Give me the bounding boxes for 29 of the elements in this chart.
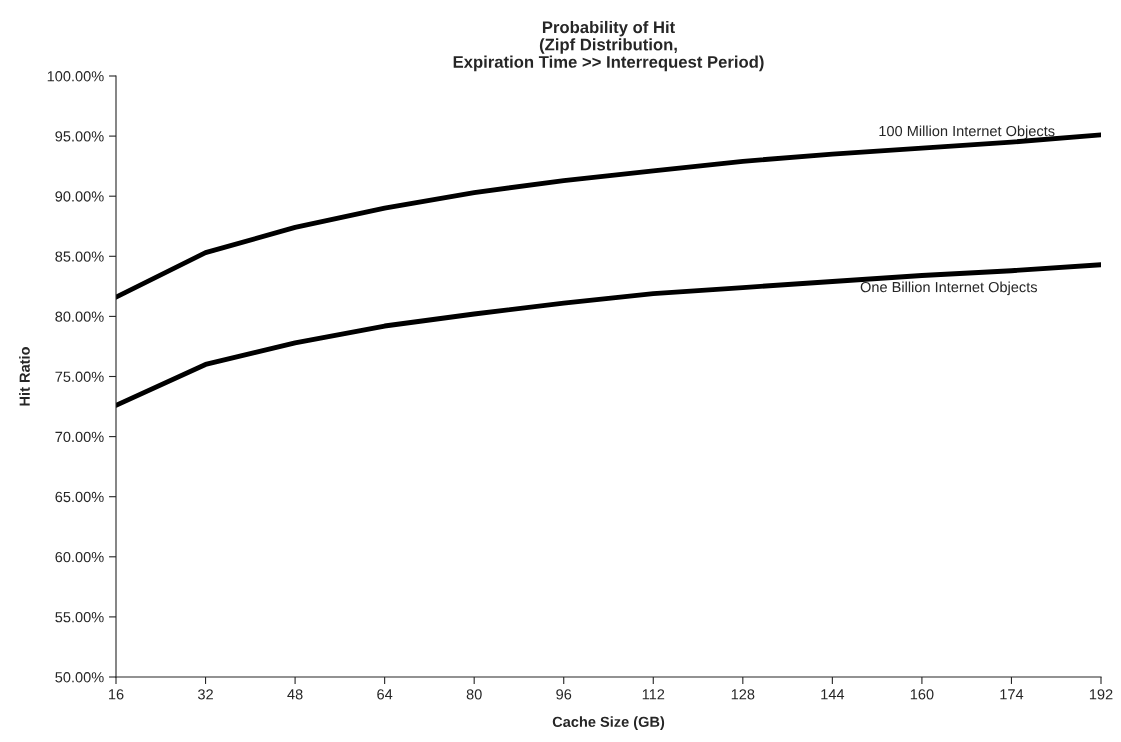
line-series bbox=[116, 262, 1101, 408]
x-tick-label: 16 bbox=[109, 689, 124, 700]
y-tick-label: 100.00% bbox=[47, 71, 104, 82]
y-tick-label: 50.00% bbox=[55, 672, 104, 683]
y-tick-label: 95.00% bbox=[55, 131, 104, 142]
x-tick-label: 128 bbox=[731, 689, 755, 700]
y-tick-label: 60.00% bbox=[55, 551, 104, 563]
y-tick-label: 90.00% bbox=[55, 191, 104, 202]
y-tick-label: 70.00% bbox=[55, 431, 104, 443]
x-axis-title: Cache Size (GB) bbox=[552, 716, 665, 730]
x-tick-label: 64 bbox=[377, 689, 393, 700]
x-tick-label: 160 bbox=[910, 689, 934, 700]
y-tick-label: 65.00% bbox=[55, 491, 104, 503]
series-label: One Billion Internet Objects bbox=[860, 281, 1038, 296]
x-tick-label: 174 bbox=[1000, 689, 1024, 700]
x-tick-label: 192 bbox=[1089, 689, 1113, 700]
y-tick-label: 55.00% bbox=[55, 612, 104, 623]
y-tick-label: 80.00% bbox=[55, 311, 104, 322]
chart-title: Probability of Hit (Zipf Distribution, Expiration Time >> Interrequest Period) bbox=[453, 20, 764, 72]
y-tick-label: 75.00% bbox=[55, 371, 104, 382]
y-tick-label: 85.00% bbox=[55, 251, 104, 262]
y-axis-title: Hit Ratio bbox=[19, 347, 30, 406]
x-tick-label: 144 bbox=[821, 689, 845, 700]
series-label: 100 Million Internet Objects bbox=[879, 125, 1055, 140]
x-tick-label: 112 bbox=[642, 689, 665, 700]
x-tick-label: 48 bbox=[287, 689, 303, 700]
x-tick-label: 96 bbox=[556, 689, 572, 700]
x-tick-label: 80 bbox=[466, 689, 482, 700]
x-tick-label: 32 bbox=[197, 689, 213, 700]
